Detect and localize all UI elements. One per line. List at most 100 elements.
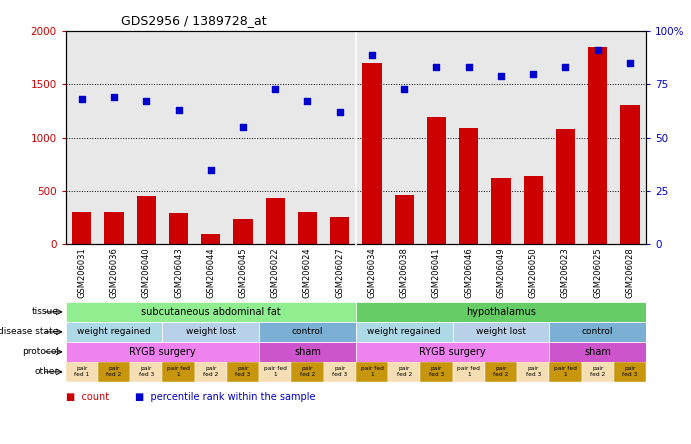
Point	[173, 107, 184, 114]
Text: GSM206025: GSM206025	[593, 247, 603, 298]
Bar	[298, 212, 317, 244]
Point	[108, 94, 120, 101]
Text: tissue: tissue	[32, 307, 59, 317]
Bar	[491, 178, 511, 244]
Text: GSM206041: GSM206041	[432, 247, 441, 298]
Bar	[66, 322, 162, 342]
Bar	[459, 127, 478, 244]
Text: control: control	[292, 327, 323, 337]
Bar	[453, 362, 485, 382]
Text: pair fed
1: pair fed 1	[554, 366, 577, 377]
Text: GSM206046: GSM206046	[464, 247, 473, 298]
Bar	[66, 302, 356, 322]
Bar	[72, 212, 91, 244]
Text: pair
fed 2: pair fed 2	[493, 366, 509, 377]
Bar	[388, 362, 420, 382]
Bar	[517, 362, 549, 382]
Bar	[330, 217, 350, 244]
Text: GSM206040: GSM206040	[142, 247, 151, 298]
Text: pair
fed 2: pair fed 2	[590, 366, 605, 377]
Text: sham: sham	[294, 347, 321, 357]
Bar	[356, 322, 453, 342]
Text: pair
fed 3: pair fed 3	[623, 366, 638, 377]
Point	[592, 47, 603, 54]
Text: GSM206024: GSM206024	[303, 247, 312, 298]
Text: pair
fed 1: pair fed 1	[74, 366, 89, 377]
Bar	[259, 362, 292, 382]
Bar	[582, 362, 614, 382]
Bar	[549, 342, 646, 362]
Bar	[588, 47, 607, 244]
Text: GSM206034: GSM206034	[368, 247, 377, 298]
Bar	[259, 342, 356, 362]
Bar	[556, 129, 575, 244]
Text: disease state: disease state	[0, 327, 59, 337]
Bar	[162, 362, 195, 382]
Bar	[356, 302, 646, 322]
Bar	[104, 212, 124, 244]
Text: pair
fed 2: pair fed 2	[397, 366, 412, 377]
Point	[528, 70, 539, 77]
Text: weight lost: weight lost	[186, 327, 236, 337]
Text: GSM206038: GSM206038	[399, 247, 409, 298]
Point	[399, 85, 410, 92]
Text: pair
fed 2: pair fed 2	[106, 366, 122, 377]
Text: GSM206050: GSM206050	[529, 247, 538, 298]
Bar	[524, 176, 543, 244]
Point	[205, 166, 216, 173]
Text: pair fed
1: pair fed 1	[264, 366, 287, 377]
Text: GSM206027: GSM206027	[335, 247, 344, 298]
Text: ■  count: ■ count	[66, 392, 108, 402]
Bar	[395, 194, 414, 244]
Bar	[169, 213, 188, 244]
Point	[463, 64, 474, 71]
Text: GSM206044: GSM206044	[206, 247, 216, 298]
Bar	[259, 322, 356, 342]
Bar	[453, 322, 549, 342]
Bar	[195, 362, 227, 382]
Text: GSM206045: GSM206045	[238, 247, 247, 298]
Point	[495, 72, 507, 79]
Text: GSM206036: GSM206036	[109, 247, 119, 298]
Text: pair
fed 2: pair fed 2	[300, 366, 315, 377]
Text: weight lost: weight lost	[476, 327, 526, 337]
Point	[76, 96, 87, 103]
Text: other: other	[35, 367, 59, 377]
Bar	[356, 342, 549, 362]
Bar	[621, 105, 640, 244]
Point	[431, 64, 442, 71]
Text: weight regained: weight regained	[77, 327, 151, 337]
Text: RYGB surgery: RYGB surgery	[419, 347, 486, 357]
Point	[269, 85, 281, 92]
Bar	[265, 198, 285, 244]
Text: RYGB surgery: RYGB surgery	[129, 347, 196, 357]
Text: GSM206031: GSM206031	[77, 247, 86, 298]
Bar	[201, 234, 220, 244]
Point	[141, 98, 152, 105]
Bar	[427, 117, 446, 244]
Text: control: control	[582, 327, 614, 337]
Text: pair fed
1: pair fed 1	[457, 366, 480, 377]
Text: pair
fed 3: pair fed 3	[429, 366, 444, 377]
Text: pair fed
1: pair fed 1	[361, 366, 384, 377]
Bar	[227, 362, 259, 382]
Bar	[362, 63, 381, 244]
Text: sham: sham	[585, 347, 611, 357]
Bar	[162, 322, 259, 342]
Text: pair
fed 2: pair fed 2	[203, 366, 218, 377]
Text: ■  percentile rank within the sample: ■ percentile rank within the sample	[135, 392, 315, 402]
Text: GSM206043: GSM206043	[174, 247, 183, 298]
Bar	[549, 322, 646, 342]
Bar	[66, 362, 98, 382]
Point	[302, 98, 313, 105]
Point	[238, 123, 249, 131]
Bar	[356, 362, 388, 382]
Bar	[292, 362, 323, 382]
Point	[334, 108, 346, 115]
Bar	[137, 196, 156, 244]
Text: GDS2956 / 1389728_at: GDS2956 / 1389728_at	[121, 14, 267, 27]
Bar	[323, 362, 356, 382]
Point	[366, 51, 377, 58]
Bar	[130, 362, 162, 382]
Text: weight regained: weight regained	[368, 327, 441, 337]
